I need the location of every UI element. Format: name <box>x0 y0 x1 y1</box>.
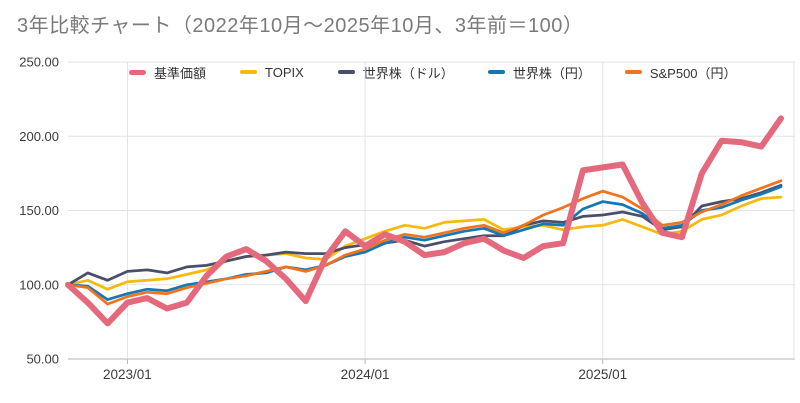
series-line-fund <box>65 115 784 327</box>
series-line-sp500-jpy <box>66 179 783 306</box>
legend-item-world-jpy: 世界株（円） <box>487 63 591 82</box>
series-line-world-jpy <box>66 185 783 301</box>
chart-title: 3年比較チャート（2022年10月～2025年10月、3年前＝100） <box>17 15 584 37</box>
legend-item-fund: 基準価額 <box>129 63 206 82</box>
y-axis-label: 50.00 <box>26 352 59 367</box>
legend-swatch-topix <box>240 70 258 74</box>
legend-item-topix: TOPIX <box>240 65 304 80</box>
y-axis-label: 200.00 <box>19 129 59 144</box>
x-axis-label: 2023/01 <box>103 367 152 382</box>
legend-label-world-usd: 世界株（ドル） <box>362 65 454 81</box>
y-axis-label: 250.00 <box>19 55 59 70</box>
y-axis-label: 100.00 <box>19 277 59 292</box>
legend-item-world-usd: 世界株（ドル） <box>337 63 454 82</box>
x-axis-label: 2025/01 <box>578 367 627 382</box>
chart-legend: 基準価額 TOPIX 世界株（ドル） 世界株（円） S&P500（円） <box>129 63 737 81</box>
legend-label-fund: 基準価額 <box>154 65 207 81</box>
x-axis-label: 2024/01 <box>341 367 390 382</box>
legend-swatch-world-usd <box>337 70 355 74</box>
legend-swatch-fund <box>129 69 146 75</box>
y-axis-label: 150.00 <box>19 203 59 218</box>
legend-swatch-world-jpy <box>487 70 505 74</box>
legend-label-sp500-jpy: S&P500（円） <box>649 65 737 81</box>
legend-label-topix: TOPIX <box>265 64 304 80</box>
legend-item-sp500-jpy: S&P500（円） <box>624 63 737 82</box>
legend-swatch-sp500-jpy <box>624 70 642 74</box>
legend-label-world-jpy: 世界株（円） <box>512 65 591 81</box>
